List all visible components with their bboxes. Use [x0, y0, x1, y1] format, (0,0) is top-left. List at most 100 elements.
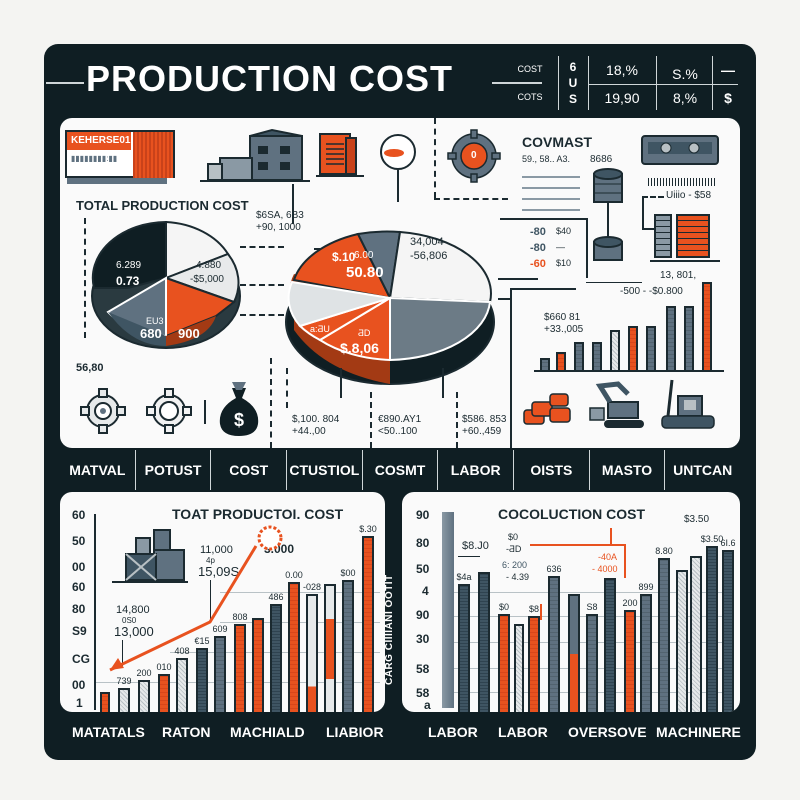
y-tick: CG — [72, 652, 90, 666]
legend-title: COVMAST — [522, 134, 592, 150]
center-pie-slice4-value: $.8,06 — [340, 340, 379, 356]
legend-val-2: — — [556, 242, 565, 252]
unit-6: 6 — [569, 60, 577, 74]
bl-x-label: RATON — [162, 724, 211, 740]
bottom-right-chart-panel: COCOLUCTION COST 90 80 50 4 90 30 58 58 … — [402, 492, 740, 712]
legend-key-2: -80 — [530, 242, 546, 254]
center-pie-callout-1a: $6SA, 6B3 — [256, 210, 304, 221]
header-summary-table: COST COTS 6 U S 18,% 19,90 S.% 8,% — $ — [506, 56, 746, 112]
left-pie-slice2-value: -$5,000 — [190, 274, 224, 285]
center-pie-chart — [285, 230, 495, 385]
left-pie-slice2-label: 4.880 — [196, 260, 222, 271]
category-label: COSMT — [363, 450, 439, 490]
bottom-right-y-axis-label: CARG CIIIIANI OOTIT — [384, 574, 395, 686]
left-pie-slice4-value: 900 — [178, 326, 200, 341]
stack-orange-icon — [676, 214, 710, 258]
value-r2c3: $ — [724, 90, 732, 106]
bl-callout-2c: 13,000 — [114, 624, 154, 639]
center-callout-2a: €890.AY1 — [378, 414, 422, 425]
y-tick: a — [424, 698, 431, 712]
bottom-left-chart-panel: TOAT PRODUCTOI. COST 60 50 00 60 80 S9 C… — [60, 492, 385, 712]
value-r1c3: — — [721, 62, 735, 78]
y-tick: 00 — [72, 560, 86, 574]
br-callout-2b: -ƋD — [506, 544, 522, 554]
legend-key-1: -80 — [530, 226, 546, 238]
left-pie-slice1-label: 6.289 — [116, 260, 142, 271]
row-label-cost: COST — [517, 64, 543, 74]
banner-stripes — [133, 132, 173, 178]
y-axis-bar — [442, 512, 454, 708]
legend-key-3: -60 — [530, 258, 546, 270]
machine-label: Uiiio - $58 — [666, 190, 712, 201]
left-pie-side-value: 56,80 — [76, 362, 104, 374]
legend-subtitle: 59., 58.. A3. — [522, 154, 571, 164]
bl-callout-1a: 11,000 — [200, 544, 233, 556]
bottom-left-bars: 739 200 010 408 €15 609 808 486 0.00 -02… — [96, 512, 377, 712]
database-icon — [593, 168, 623, 261]
category-strip: MATVAL POTUST COST CTUSTIOL COSMT LABOR … — [60, 450, 740, 490]
center-pie-slice1-value: 50.80 — [346, 264, 384, 281]
br-x-label: MACHINERE — [656, 724, 741, 740]
value-r1c2: S.% — [672, 66, 698, 82]
gear-icon — [80, 388, 126, 434]
value-r2c2: 8,% — [672, 90, 698, 106]
y-tick: 90 — [416, 508, 430, 522]
center-callout-3b: +60.,459 — [462, 426, 502, 437]
center-pie-slice2-value: -56,806 — [410, 250, 448, 262]
money-bag-icon: $ — [219, 382, 259, 436]
left-pie-chart — [91, 220, 241, 349]
value-r1c1: 18,% — [606, 62, 638, 78]
bottom-right-chart-title: COCOLUCTION COST — [498, 506, 645, 522]
bl-x-label: MACHIALD — [230, 724, 305, 740]
y-tick: 4 — [422, 584, 429, 598]
y-tick: 50 — [72, 534, 86, 548]
stack-grey-icon — [654, 214, 672, 258]
svg-text:$: $ — [234, 410, 244, 430]
value-r2c1: 19,90 — [604, 90, 640, 106]
bl-callout-1b: 4p — [206, 556, 215, 565]
bl-x-label: LIABIOR — [326, 724, 384, 740]
category-label: UNTCAN — [673, 462, 733, 478]
category-label: CTUSTIOL — [287, 450, 363, 490]
title-rule-right — [492, 82, 542, 84]
br-callout-4a: -40A — [598, 552, 618, 562]
y-tick: 90 — [416, 608, 430, 622]
location-pin-icon — [380, 134, 416, 202]
left-pie-slice3-label: EU3 — [146, 316, 164, 326]
center-pie-slice2-label: 34,004 — [410, 236, 444, 248]
br-callout-1: $8.J0 — [462, 540, 489, 552]
gear-outline-icon — [146, 388, 192, 434]
factory-icon — [200, 128, 310, 182]
banner-title: KEHERSE01 — [67, 132, 131, 150]
bl-callout-1c: 15,09S — [198, 564, 240, 579]
br-x-label: LABOR — [428, 724, 478, 740]
machine-icon — [641, 135, 719, 165]
br-callout-2a: $0 — [508, 532, 519, 542]
excavator-icon — [589, 381, 644, 428]
br-callout-3a: 6: 200 — [502, 560, 528, 570]
y-tick: 30 — [416, 632, 430, 646]
row-label-cots: COTS — [517, 92, 543, 102]
br-x-label: LABOR — [498, 724, 548, 740]
y-tick: 58 — [416, 662, 430, 676]
category-label: MASTO — [590, 450, 666, 490]
center-pie-slice5-label: a:ƋU — [310, 324, 330, 334]
category-label: POTUST — [136, 450, 212, 490]
category-label: MATVAL — [60, 450, 136, 490]
mini-chart-callout-2: -500 - -$0.800 — [620, 286, 683, 297]
br-callout-3b: - 4.39 — [506, 572, 530, 582]
center-pie-slice3-value: $.10 — [332, 250, 356, 264]
gear-badge-value: 0 — [471, 150, 477, 161]
bulldozer-icon — [661, 379, 715, 429]
center-pie-callout-1b: +90, 1000 — [256, 222, 301, 233]
center-callout-1b: +44.,00 — [292, 426, 326, 437]
mini-chart-callout-3: $660 81 — [544, 312, 581, 323]
page-title: PRODUCTION COST — [86, 58, 454, 99]
banner-subtitle: ▮▮▮▮▮▮▮▮:▮▮ — [71, 154, 118, 163]
br-callout-4b: - 4000 — [592, 564, 618, 574]
unit-u: U — [568, 76, 578, 90]
legend-val-1: $40 — [556, 226, 572, 236]
legend-val-3: $10 — [556, 258, 572, 268]
center-callout-1a: $,100. 804 — [292, 414, 340, 425]
br-callout-5: $3.50 — [684, 514, 710, 525]
